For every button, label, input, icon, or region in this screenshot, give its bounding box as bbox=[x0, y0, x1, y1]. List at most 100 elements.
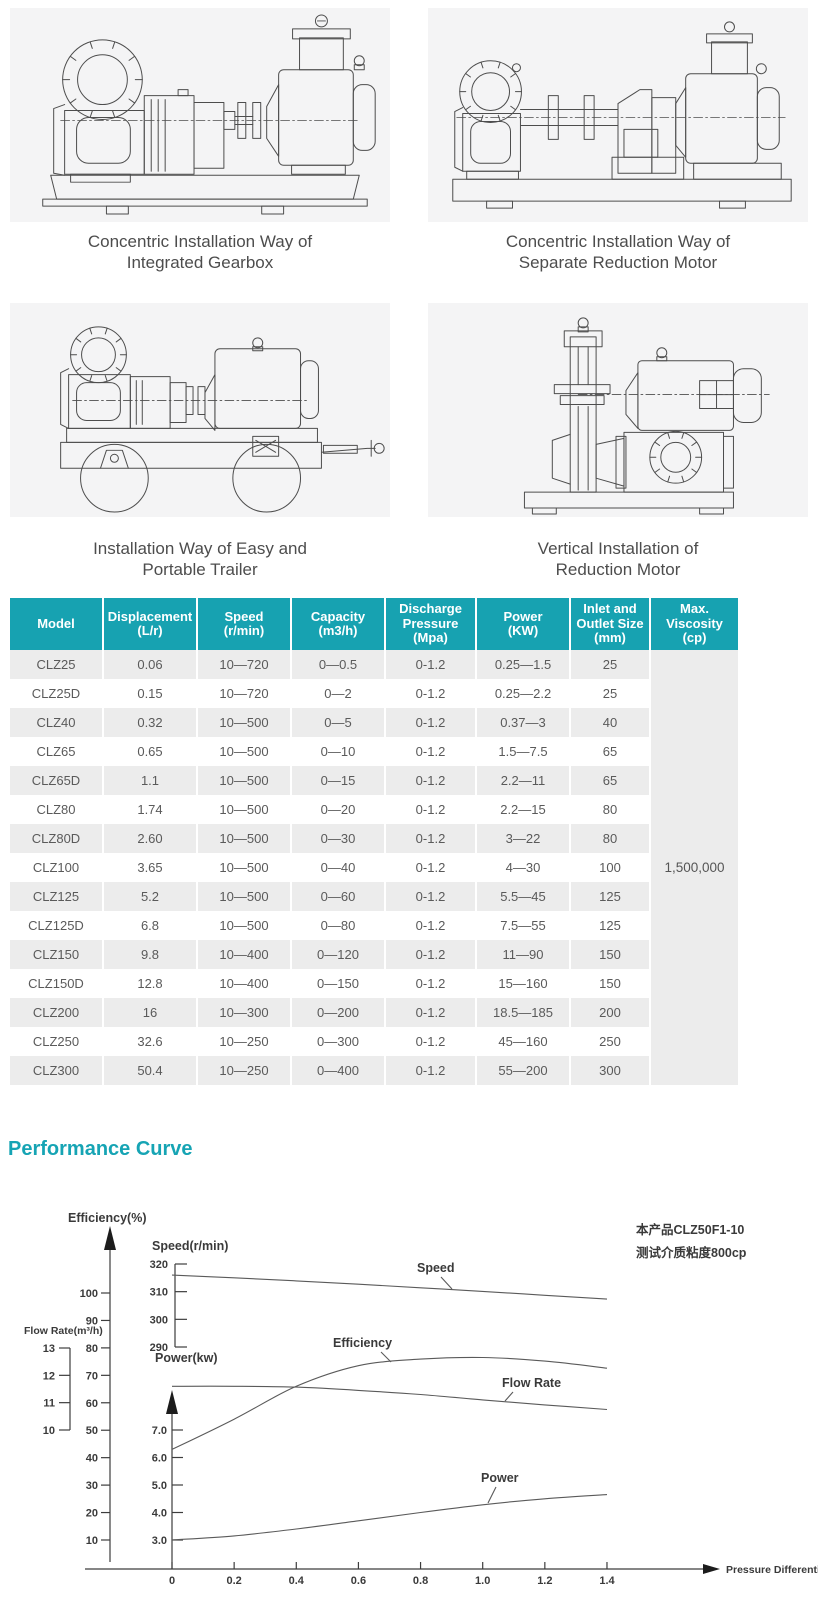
curve-label: Efficiency bbox=[333, 1336, 392, 1350]
table-cell: CLZ100 bbox=[10, 853, 102, 882]
table-cell: 0-1.2 bbox=[386, 911, 475, 940]
table-cell: 10—400 bbox=[198, 969, 290, 998]
efficiency-tick-label: 50 bbox=[86, 1425, 98, 1437]
curve-label: Speed bbox=[417, 1261, 455, 1275]
curve-efficiency bbox=[171, 1356, 608, 1450]
table-cell: 10—500 bbox=[198, 737, 290, 766]
table-cell: 0—120 bbox=[292, 940, 384, 969]
tow-bar bbox=[320, 439, 385, 457]
table-cell: 125 bbox=[571, 882, 649, 911]
table-cell: 4—30 bbox=[477, 853, 569, 882]
curve-label: Power bbox=[481, 1471, 519, 1485]
x-tick-label: 0.4 bbox=[289, 1575, 305, 1587]
table-cell: CLZ80 bbox=[10, 795, 102, 824]
table-cell: 10—500 bbox=[198, 795, 290, 824]
table-cell: 0—10 bbox=[292, 737, 384, 766]
chart-annotation: 测试介质粘度800cp bbox=[636, 1245, 747, 1260]
speed-axis-label: Speed(r/min) bbox=[152, 1239, 228, 1253]
table-cell: 10—720 bbox=[198, 679, 290, 708]
table-cell: 10—300 bbox=[198, 998, 290, 1027]
curve-speed bbox=[171, 1274, 608, 1300]
flange-bolts bbox=[649, 432, 703, 483]
table-cell: 0—40 bbox=[292, 853, 384, 882]
table-cell: 1.5—7.5 bbox=[477, 737, 569, 766]
table-cell: 300 bbox=[571, 1056, 649, 1085]
pump-head bbox=[53, 39, 145, 183]
table-cell: 25 bbox=[571, 650, 649, 679]
x-tick-label: 0.6 bbox=[351, 1575, 366, 1587]
motor bbox=[675, 21, 782, 180]
trailer-frame bbox=[60, 427, 322, 513]
table-cell: 0-1.2 bbox=[386, 824, 475, 853]
table-row: CLZ25 0.06 10—720 0—0.5 0-1.2 0.25—1.5 25 1,500… bbox=[10, 650, 738, 1085]
x-tick-label: 0.8 bbox=[413, 1575, 428, 1587]
table-row: CLZ125D 6.8 10—500 0—80 0-1.2 7.5—55 125 bbox=[10, 911, 738, 940]
table-cell: 0—150 bbox=[292, 969, 384, 998]
power-tick-label: 5.0 bbox=[152, 1480, 167, 1492]
x-tick-label: 0 bbox=[169, 1575, 175, 1587]
base bbox=[523, 491, 734, 515]
table-cell: 2.60 bbox=[104, 824, 196, 853]
power-axis-label: Power(kw) bbox=[155, 1351, 218, 1365]
efficiency-tick-label: 20 bbox=[86, 1508, 98, 1520]
table-cell: 3.65 bbox=[104, 853, 196, 882]
flow-tick-label: 13 bbox=[43, 1343, 55, 1355]
table-cell: 3—22 bbox=[477, 824, 569, 853]
table-cell: 40 bbox=[571, 708, 649, 737]
efficiency-tick-label: 70 bbox=[86, 1370, 98, 1382]
table-cell: 0—400 bbox=[292, 1056, 384, 1085]
flange-bolts bbox=[70, 327, 127, 382]
table-cell: 10—720 bbox=[198, 650, 290, 679]
table-cell: 80 bbox=[571, 795, 649, 824]
table-cell: 250 bbox=[571, 1027, 649, 1056]
table-row: CLZ80 1.74 10—500 0—20 0-1.2 2.2—15 80 bbox=[10, 795, 738, 824]
pump-head bbox=[60, 326, 131, 429]
table-cell: 80 bbox=[571, 824, 649, 853]
reduction-gearbox bbox=[611, 89, 685, 180]
speed-tick-label: 300 bbox=[150, 1314, 168, 1326]
table-cell: CLZ125 bbox=[10, 882, 102, 911]
figure-caption: Concentric Installation Way of Separate … bbox=[505, 232, 731, 272]
table-cell: 12.8 bbox=[104, 969, 196, 998]
table-cell: 0-1.2 bbox=[386, 940, 475, 969]
curve-flow-rate bbox=[171, 1385, 608, 1411]
table-row: CLZ150 9.8 10—400 0—120 0-1.2 11—90 150 bbox=[10, 940, 738, 969]
figure-caption: Concentric Installation Way of Integrate… bbox=[87, 232, 313, 272]
efficiency-axis-label: Efficiency(%) bbox=[68, 1211, 147, 1225]
x-tick-label: 1.0 bbox=[475, 1575, 490, 1587]
table-cell: 18.5—185 bbox=[477, 998, 569, 1027]
table-cell: 10—250 bbox=[198, 1027, 290, 1056]
table-cell: 45—160 bbox=[477, 1027, 569, 1056]
table-cell: 2.2—11 bbox=[477, 766, 569, 795]
table-cell: CLZ200 bbox=[10, 998, 102, 1027]
table-cell: CLZ80D bbox=[10, 824, 102, 853]
table-cell: 0—200 bbox=[292, 998, 384, 1027]
gearbox bbox=[129, 376, 187, 429]
table-cell: 15—160 bbox=[477, 969, 569, 998]
motor bbox=[266, 14, 376, 175]
drawing-integrated-gearbox bbox=[42, 14, 376, 215]
efficiency-tick-label: 100 bbox=[80, 1288, 98, 1300]
table-cell: 0.06 bbox=[104, 650, 196, 679]
table-cell: 0—20 bbox=[292, 795, 384, 824]
table-cell: 10—400 bbox=[198, 940, 290, 969]
curve-label-leader bbox=[504, 1391, 514, 1402]
table-cell: CLZ65 bbox=[10, 737, 102, 766]
x-axis-label: Pressure Differential(Mpa) bbox=[726, 1564, 818, 1576]
table-cell: 1.74 bbox=[104, 795, 196, 824]
table-cell: CLZ150D bbox=[10, 969, 102, 998]
table-row: CLZ100 3.65 10—500 0—40 0-1.2 4—30 100 bbox=[10, 853, 738, 882]
motor bbox=[625, 347, 762, 431]
table-cell: 100 bbox=[571, 853, 649, 882]
motor bbox=[204, 337, 319, 431]
table-cell: CLZ65D bbox=[10, 766, 102, 795]
baseplate bbox=[452, 178, 792, 209]
speed-tick-label: 310 bbox=[150, 1287, 168, 1299]
table-cell: 0.15 bbox=[104, 679, 196, 708]
x-axis-arrow bbox=[703, 1564, 720, 1574]
chart-annotation: 本产品CLZ50F1-10 bbox=[636, 1222, 744, 1237]
table-cell: 2.2—15 bbox=[477, 795, 569, 824]
power-tick-label: 7.0 bbox=[152, 1425, 167, 1437]
drawing-separate-reduction-motor bbox=[452, 21, 792, 209]
table-row: CLZ300 50.4 10—250 0—400 0-1.2 55—200 300 bbox=[10, 1056, 738, 1085]
